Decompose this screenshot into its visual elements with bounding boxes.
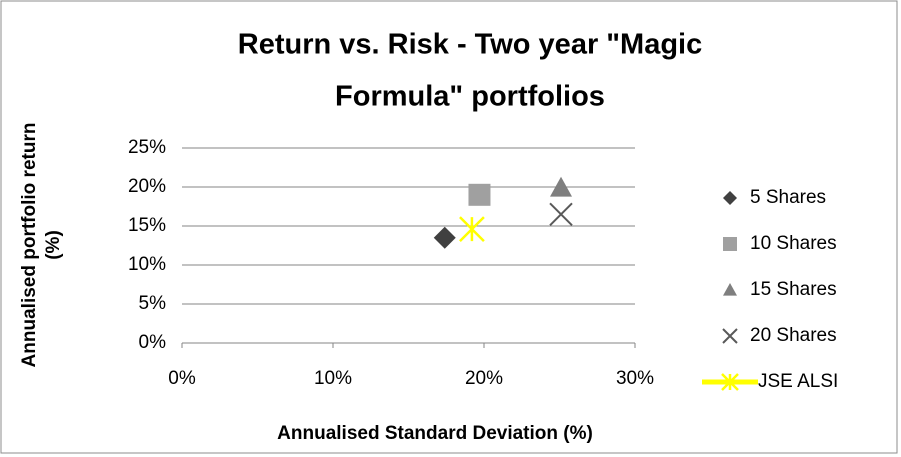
y-tick-label: 0%: [139, 332, 167, 353]
x-tick-label: 30%: [616, 368, 654, 389]
x-tick-label: 0%: [168, 368, 196, 389]
legend-marker: [722, 328, 738, 344]
marker: [550, 176, 573, 197]
chart-title: Formula" portfolios: [335, 81, 605, 113]
legend-label: 20 Shares: [750, 325, 837, 346]
y-tick-label: 5%: [139, 293, 167, 314]
y-axis-title: Annualised portfolio return: [19, 123, 40, 368]
legend-label: 5 Shares: [750, 187, 826, 208]
x-tick-label: 10%: [314, 368, 352, 389]
y-axis-title: (%): [43, 230, 64, 260]
chart-title: Return vs. Risk - Two year "Magic: [238, 29, 702, 61]
legend-marker: [723, 191, 737, 205]
legend-marker: [723, 237, 737, 251]
x-tick-label: 20%: [465, 368, 503, 389]
marker: [433, 226, 456, 249]
marker: [459, 216, 485, 243]
y-tick-label: 25%: [128, 137, 166, 158]
x-axis-title: Annualised Standard Deviation (%): [277, 423, 593, 444]
legend-label: JSE ALSI: [758, 371, 838, 392]
legend-label: 15 Shares: [750, 279, 837, 300]
y-tick-label: 10%: [128, 254, 166, 275]
y-tick-label: 20%: [128, 176, 166, 197]
legend-label: 10 Shares: [750, 233, 837, 254]
marker: [468, 183, 491, 206]
y-tick-label: 15%: [128, 215, 166, 236]
legend-marker: [723, 283, 737, 296]
legend-marker: [721, 373, 739, 391]
marker: [549, 202, 573, 227]
